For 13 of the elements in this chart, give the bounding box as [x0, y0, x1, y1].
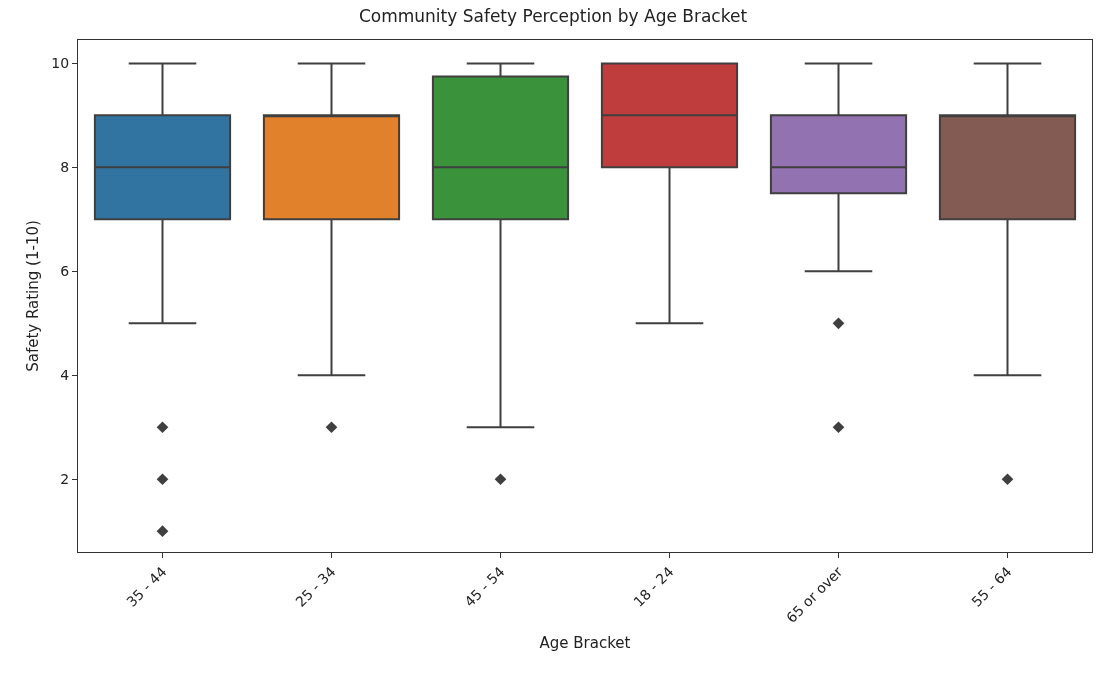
x-tick-label: 45 - 54 [461, 563, 508, 610]
x-tick-label: 55 - 64 [968, 563, 1015, 610]
x-axis-title: Age Bracket [539, 633, 631, 652]
y-axis-title: Safety Rating (1-10) [24, 220, 42, 372]
x-tick-label: 18 - 24 [630, 563, 677, 610]
x-tick-label: 25 - 34 [292, 563, 339, 610]
y-tick-label: 8 [60, 159, 70, 176]
y-tick-label: 10 [51, 55, 70, 72]
y-tick-label: 2 [60, 471, 70, 488]
x-tick-label: 35 - 44 [123, 563, 170, 610]
y-tick-label: 6 [60, 263, 70, 280]
chart-title: Community Safety Perception by Age Bracket [358, 6, 748, 27]
y-tick-label: 4 [60, 367, 70, 384]
